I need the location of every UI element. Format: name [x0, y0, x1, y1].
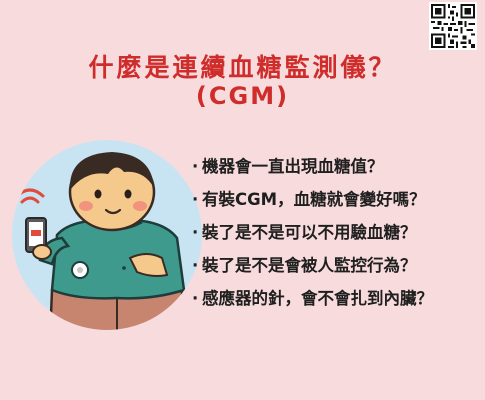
question-text: 感應器的針，會不會扎到內臟？ [202, 289, 433, 308]
question-list: · 機器會一直出現血糖值？ · 有裝CGM，血糖就會變好嗎？ · 裝了是不是可以不用驗… [192, 150, 433, 315]
list-item: · 感應器的針，會不會扎到內臟？ [192, 289, 433, 308]
page-subtitle: (CGM) [195, 82, 290, 110]
page-title: 什麼是連續血糖監測儀？ [88, 53, 397, 82]
wireless-signal-icon [15, 188, 45, 204]
person-with-cgm-sensor-illustration [12, 140, 202, 330]
list-item: · 機器會一直出現血糖值？ [192, 157, 384, 176]
question-text: 裝了是不是可以不用驗血糖？ [202, 223, 417, 242]
smartphone-icon [25, 217, 47, 253]
question-text: 有裝CGM，血糖就會變好嗎？ [202, 190, 426, 209]
qr-code-icon[interactable] [429, 2, 477, 50]
question-text: 裝了是不是會被人監控行為？ [202, 256, 417, 275]
list-item: · 有裝CGM，血糖就會變好嗎？ [192, 190, 426, 209]
question-text: 機器會一直出現血糖值？ [202, 157, 384, 176]
list-item: · 裝了是不是會被人監控行為？ [192, 256, 417, 275]
list-item: · 裝了是不是可以不用驗血糖？ [192, 223, 417, 242]
